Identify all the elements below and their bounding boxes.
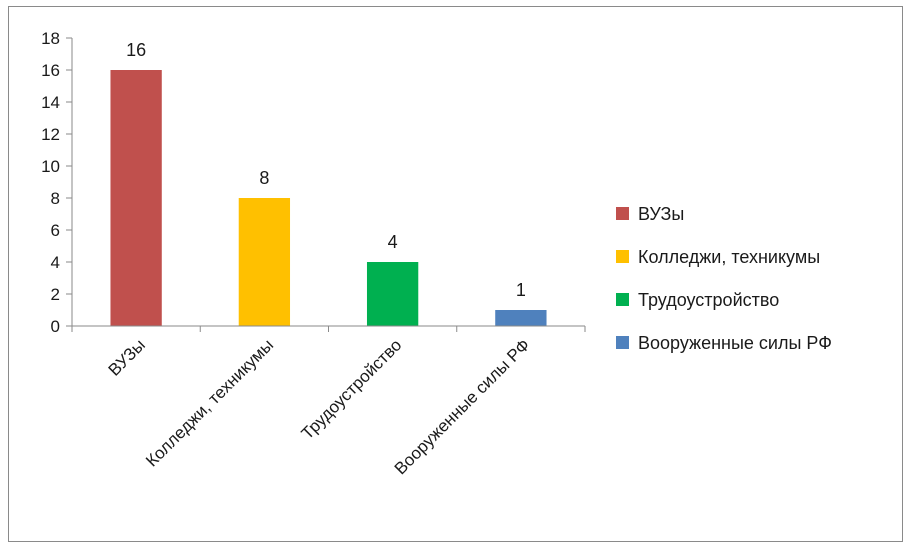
y-tick-label: 0 bbox=[51, 317, 60, 336]
legend-swatch bbox=[616, 207, 629, 220]
legend-swatch bbox=[616, 250, 629, 263]
y-tick-label: 10 bbox=[41, 157, 60, 176]
data-label: 16 bbox=[126, 40, 146, 60]
legend-item: ВУЗы bbox=[616, 204, 684, 224]
legend-label: Колледжи, техникумы bbox=[638, 247, 820, 267]
legend-label: Трудоустройство bbox=[638, 290, 779, 310]
bar bbox=[366, 262, 419, 326]
legend-swatch bbox=[616, 293, 629, 306]
bar bbox=[238, 198, 291, 326]
data-label: 1 bbox=[516, 280, 526, 300]
x-tick-label: Вооруженные силы РФ bbox=[391, 335, 534, 478]
bars: 16 8 4 1 bbox=[110, 40, 547, 326]
legend-item: Вооруженные силы РФ bbox=[616, 333, 832, 353]
y-axis: 0 2 4 6 8 10 12 14 16 18 bbox=[41, 29, 73, 336]
legend: ВУЗы Колледжи, техникумы Трудоустройство Во… bbox=[616, 204, 832, 353]
data-label: 8 bbox=[259, 168, 269, 188]
y-tick-label: 14 bbox=[41, 93, 60, 112]
y-tick-label: 4 bbox=[51, 253, 60, 272]
y-tick-label: 2 bbox=[51, 285, 60, 304]
legend-item: Трудоустройство bbox=[616, 290, 779, 310]
x-tick-label: Колледжи, техникумы bbox=[142, 335, 277, 470]
legend-label: ВУЗы bbox=[638, 204, 684, 224]
y-tick-label: 18 bbox=[41, 29, 60, 48]
x-tick-label: Трудоустройство bbox=[298, 335, 406, 443]
x-tick-label: ВУЗы bbox=[105, 335, 149, 379]
legend-swatch bbox=[616, 336, 629, 349]
bar bbox=[495, 310, 547, 326]
bar bbox=[110, 70, 162, 326]
legend-label: Вооруженные силы РФ bbox=[638, 333, 832, 353]
y-tick-label: 16 bbox=[41, 61, 60, 80]
y-tick-label: 8 bbox=[51, 189, 60, 208]
y-tick-label: 6 bbox=[51, 221, 60, 240]
y-tick-label: 12 bbox=[41, 125, 60, 144]
legend-item: Колледжи, техникумы bbox=[616, 247, 820, 267]
data-label: 4 bbox=[388, 232, 398, 252]
